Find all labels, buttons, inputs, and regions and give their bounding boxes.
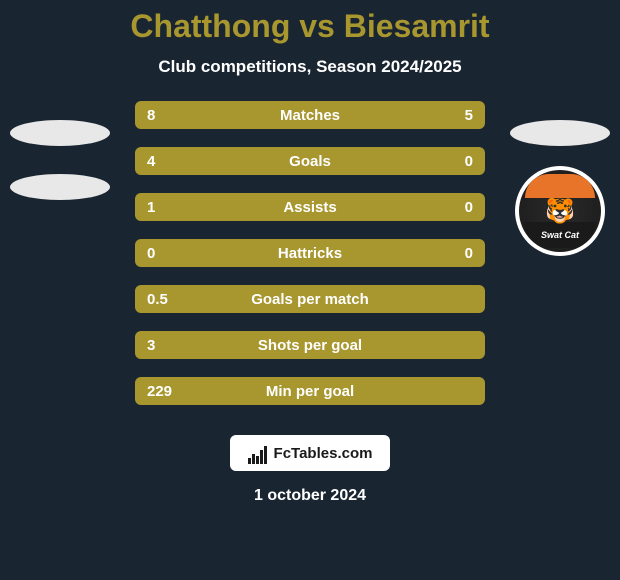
club-badge-arc-icon: [525, 174, 595, 198]
club-badge-text-wrap: Swat Cat: [524, 222, 596, 248]
stat-right-value: 0: [423, 245, 473, 262]
stat-row: 0.5 Goals per match: [135, 285, 485, 313]
infographic-container: Chatthong vs Biesamrit Club competitions…: [0, 0, 620, 580]
stat-label: Shots per goal: [197, 337, 423, 354]
stat-label: Hattricks: [197, 245, 423, 262]
stat-left-value: 8: [147, 107, 197, 124]
stat-label: Matches: [197, 107, 423, 124]
stat-row: 1 Assists 0: [135, 193, 485, 221]
stat-left-value: 4: [147, 153, 197, 170]
stat-label: Assists: [197, 199, 423, 216]
stat-label: Goals: [197, 153, 423, 170]
oval-badge-placeholder-icon: [510, 120, 610, 146]
stat-right-value: 5: [423, 107, 473, 124]
stat-right-value: 0: [423, 199, 473, 216]
oval-badge-placeholder-icon: [10, 174, 110, 200]
stat-left-value: 3: [147, 337, 197, 354]
footer-brand-text: FcTables.com: [274, 445, 373, 462]
stat-row: 0 Hattricks 0: [135, 239, 485, 267]
stat-row: 8 Matches 5: [135, 101, 485, 129]
stat-left-value: 0: [147, 245, 197, 262]
stat-label: Goals per match: [197, 291, 423, 308]
page-title: Chatthong vs Biesamrit: [130, 8, 489, 45]
stat-right-value: 0: [423, 153, 473, 170]
club-badge-icon: 🐯 Swat Cat: [515, 166, 605, 256]
club-badge-mascot-icon: 🐯: [545, 197, 575, 226]
stat-left-value: 0.5: [147, 291, 197, 308]
stat-label: Min per goal: [197, 383, 423, 400]
stat-row: 229 Min per goal: [135, 377, 485, 405]
club-badge-text: Swat Cat: [541, 230, 579, 240]
stat-left-value: 229: [147, 383, 197, 400]
left-badges: [10, 120, 110, 200]
stat-row: 4 Goals 0: [135, 147, 485, 175]
page-subtitle: Club competitions, Season 2024/2025: [158, 57, 461, 77]
footer-date: 1 october 2024: [254, 487, 366, 505]
oval-badge-placeholder-icon: [10, 120, 110, 146]
right-badges: 🐯 Swat Cat: [510, 120, 610, 256]
stat-row: 3 Shots per goal: [135, 331, 485, 359]
footer-brand: FcTables.com: [230, 435, 390, 471]
club-badge-inner: 🐯 Swat Cat: [519, 170, 601, 252]
stats-list: 8 Matches 5 4 Goals 0 1 Assists 0 0 Hatt…: [135, 101, 485, 405]
stat-left-value: 1: [147, 199, 197, 216]
bar-chart-icon: [248, 442, 270, 464]
